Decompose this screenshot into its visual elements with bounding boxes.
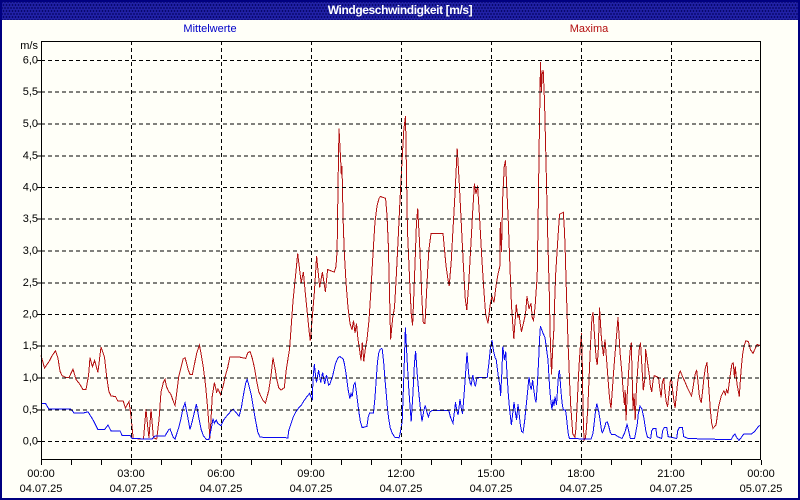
svg-text:12:00: 12:00	[387, 468, 415, 480]
svg-text:1,5: 1,5	[23, 340, 38, 352]
svg-text:04.07.25: 04.07.25	[200, 483, 243, 495]
svg-text:0,5: 0,5	[23, 404, 38, 416]
svg-text:03:00: 03:00	[117, 468, 145, 480]
svg-text:4,0: 4,0	[23, 182, 38, 194]
svg-text:m/s: m/s	[20, 40, 38, 52]
svg-text:04.07.25: 04.07.25	[290, 483, 333, 495]
svg-text:09:00: 09:00	[297, 468, 325, 480]
svg-text:6,0: 6,0	[23, 55, 38, 67]
svg-text:5,0: 5,0	[23, 118, 38, 130]
svg-text:04.07.25: 04.07.25	[20, 483, 63, 495]
svg-text:05.07.25: 05.07.25	[740, 483, 783, 495]
svg-text:3,5: 3,5	[23, 213, 38, 225]
svg-text:1,0: 1,0	[23, 372, 38, 384]
svg-text:04.07.25: 04.07.25	[470, 483, 513, 495]
svg-text:0,0: 0,0	[23, 436, 38, 448]
svg-text:04.07.25: 04.07.25	[650, 483, 693, 495]
svg-text:21:00: 21:00	[657, 468, 685, 480]
svg-text:15:00: 15:00	[477, 468, 505, 480]
svg-text:4,5: 4,5	[23, 150, 38, 162]
svg-text:04.07.25: 04.07.25	[110, 483, 153, 495]
svg-text:04.07.25: 04.07.25	[560, 483, 603, 495]
svg-text:2,5: 2,5	[23, 277, 38, 289]
svg-text:00:00: 00:00	[27, 468, 55, 480]
svg-text:04.07.25: 04.07.25	[380, 483, 423, 495]
svg-text:5,5: 5,5	[23, 86, 38, 98]
svg-text:2,0: 2,0	[23, 309, 38, 321]
svg-text:18:00: 18:00	[567, 468, 595, 480]
svg-text:00:00: 00:00	[747, 468, 775, 480]
svg-text:3,0: 3,0	[23, 245, 38, 257]
svg-text:06:00: 06:00	[207, 468, 235, 480]
